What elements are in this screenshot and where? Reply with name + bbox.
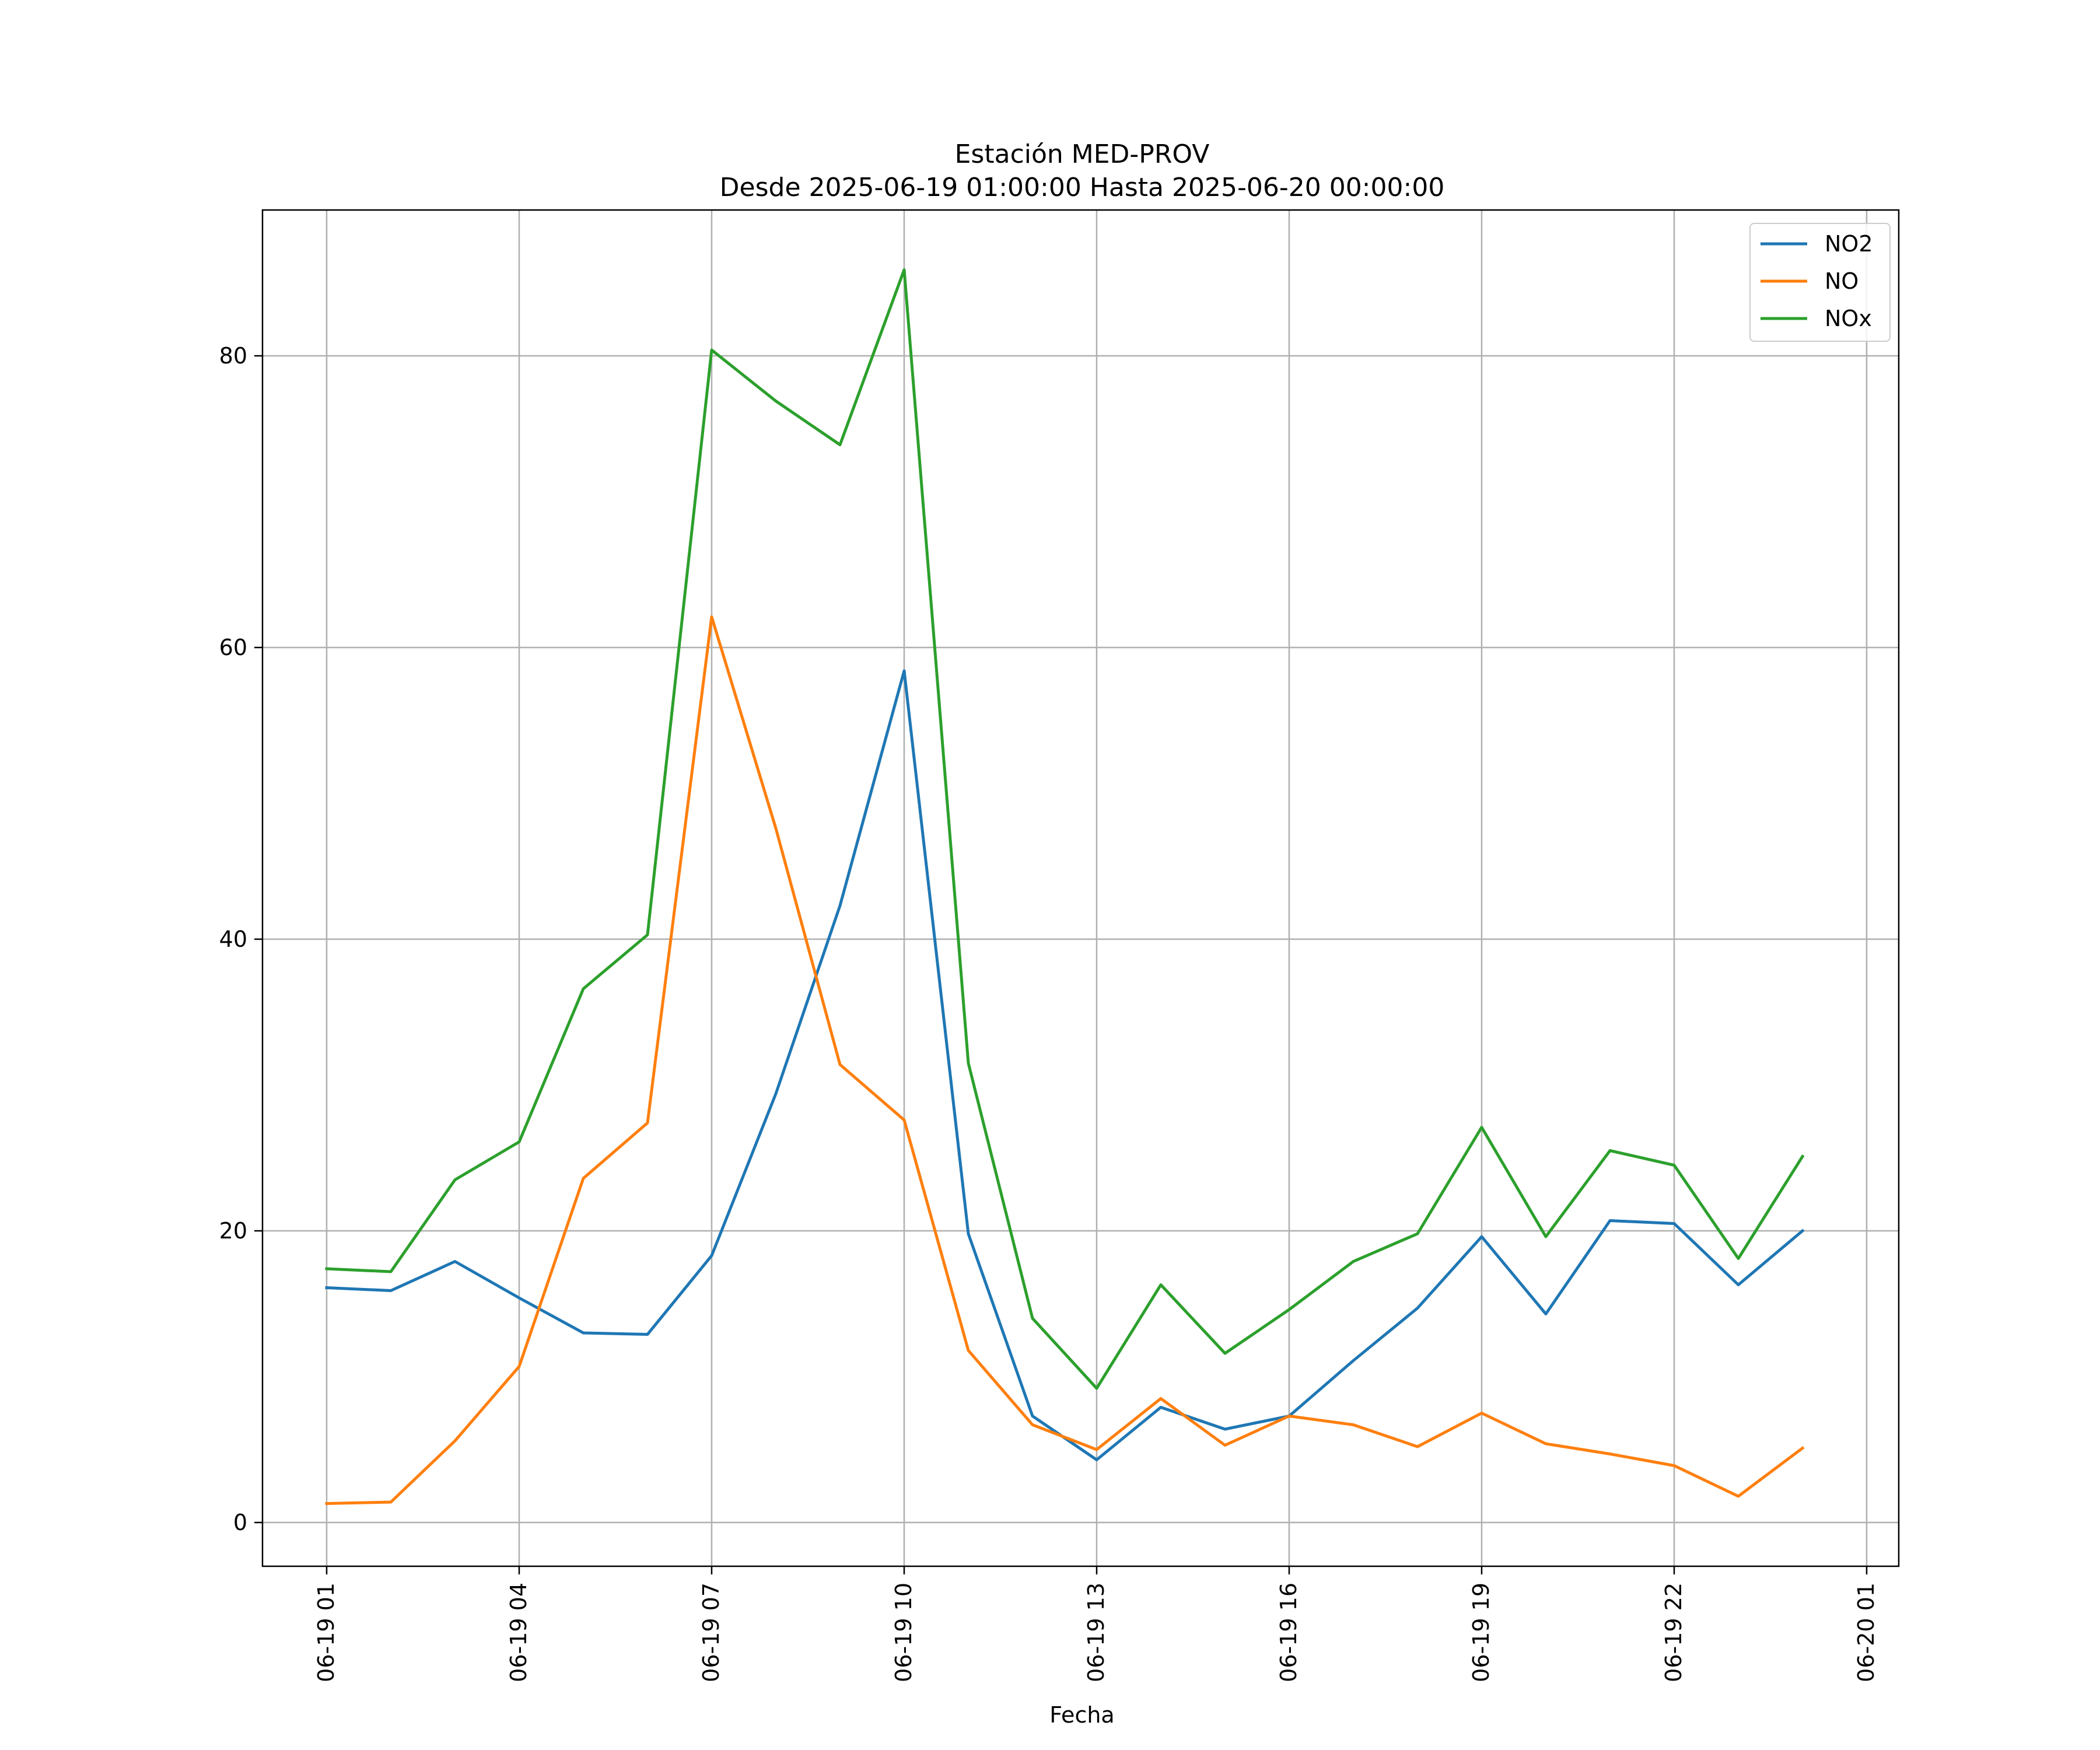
x-tick-label: 06-19 07 [698,1583,724,1682]
y-axis: 0 20 40 60 80 [219,343,262,1535]
y-tick-label: 60 [219,635,247,660]
x-tick-label: 06-19 13 [1083,1583,1109,1682]
x-axis: 06-19 01 06-19 04 06-19 07 06-19 10 06-19 13… [313,1566,1879,1682]
legend-box [1749,223,1891,342]
x-tick-label: 06-19 16 [1276,1583,1301,1682]
x-tick-label: 06-19 01 [313,1583,339,1682]
x-tick-label: 06-19 19 [1468,1583,1494,1682]
x-tick-label: 06-19 10 [891,1583,916,1682]
plot-lines [325,268,1805,1506]
series-line-no2 [325,669,1805,1461]
y-tick-label: 40 [219,926,247,952]
legend-label-nox: NOx [1825,306,1872,331]
x-tick-label: 06-19 04 [506,1583,531,1682]
series-line-no [325,615,1805,1506]
legend-items: NO2 NO NOx [1760,231,1873,331]
legend-label-no: NO [1825,268,1859,294]
y-tick-label: 80 [219,343,247,369]
chart-title: Estación MED-PROV [955,139,1210,169]
chart-subtitle: Desde 2025-06-19 01:00:00 Hasta 2025-06-… [720,173,1445,202]
series-line-nox [325,268,1805,1390]
y-tick-label: 0 [233,1510,247,1535]
grid [262,210,1899,1566]
x-tick-label: 06-20 01 [1853,1583,1879,1682]
x-axis-label: Fecha [1049,1702,1114,1728]
x-tick-label: 06-19 22 [1661,1583,1686,1682]
plot-area-frame [261,209,1900,1567]
legend-label-no2: NO2 [1825,231,1873,257]
legend: NO2 NO NOx [1749,223,1891,342]
y-tick-label: 20 [219,1218,247,1244]
